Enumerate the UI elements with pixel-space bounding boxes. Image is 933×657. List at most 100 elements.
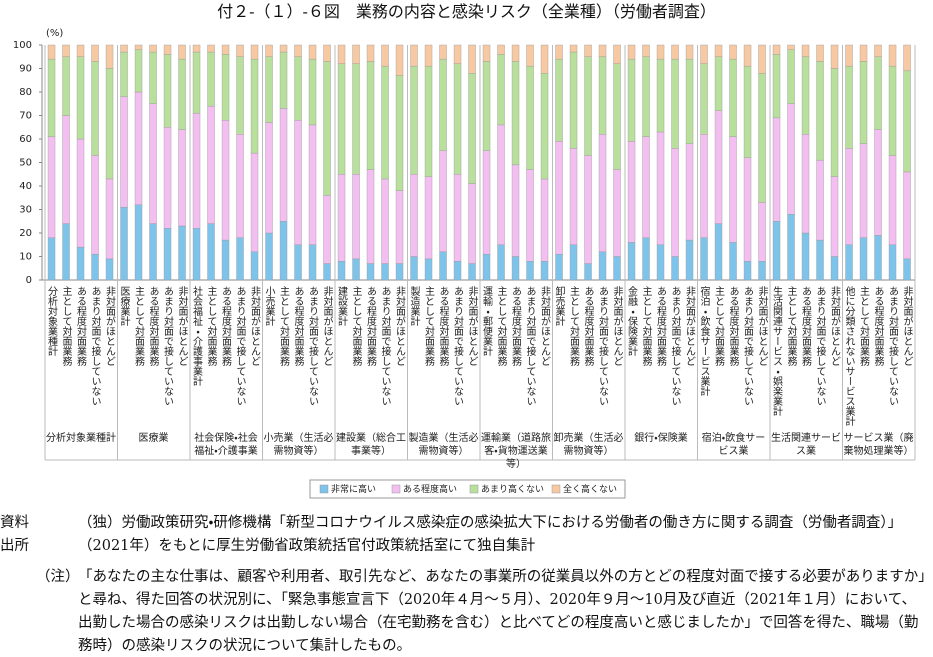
bar-segment (366, 263, 375, 281)
bar-segment (62, 44, 70, 57)
bar-segment (207, 105, 215, 224)
bar-segment (685, 44, 694, 60)
bar-segment (149, 51, 157, 104)
bar-segment (656, 44, 665, 60)
bar-segment (671, 256, 679, 281)
bar-segment (366, 61, 375, 170)
bar-segment (526, 44, 534, 67)
bar-segment (613, 256, 621, 281)
note-label: （注） (36, 569, 80, 585)
bar-segment (497, 44, 505, 55)
bar-segment (250, 152, 259, 253)
bar-segment (120, 44, 128, 53)
bar-segment (613, 169, 621, 257)
bar-segment (772, 117, 781, 222)
x-tick-label: 他に分類されないサービス業計 (843, 285, 855, 427)
bar-segment (714, 44, 723, 57)
bar-segment (642, 237, 650, 281)
x-tick-label: 生活関連サービス・娯楽業計 (771, 285, 783, 417)
x-tick-label: あまり対面で接していない (234, 286, 246, 406)
bar-segment (874, 235, 882, 281)
bar-segment (497, 124, 505, 245)
bar-segment (888, 244, 897, 281)
x-tick-label: 非対面がほとんど (829, 286, 841, 366)
bar-segment (47, 58, 56, 137)
bar-segment (424, 44, 433, 67)
bar-segment (105, 44, 114, 69)
bar-segment (598, 56, 607, 135)
bar-segment (468, 263, 476, 281)
x-tick-label: 非対面がほとんど (539, 286, 551, 366)
bar-segment (526, 65, 534, 170)
y-tick-label: 50 (19, 158, 32, 169)
x-tick-label: 建設業計 (336, 286, 348, 327)
x-tick-label: あまり対面で接していない (89, 286, 101, 406)
bar-segment (453, 174, 462, 262)
bar-segment (627, 58, 636, 142)
bar-segment (62, 223, 70, 281)
bar-segment (178, 58, 186, 130)
y-tick-label: 60 (19, 134, 32, 145)
bar-segment (627, 141, 636, 243)
x-tick-label: 主として対面業務 (423, 286, 435, 367)
y-tick-label: 40 (19, 181, 32, 192)
bar-segment (598, 44, 607, 57)
legend-label: ある程度高い (403, 483, 457, 495)
x-tick-label: 主として対面業務 (713, 286, 725, 367)
bar-segment (62, 115, 70, 224)
bar-segment (236, 44, 244, 57)
x-tick-label: 運輸・郵便業計 (481, 286, 493, 357)
y-axis-label: (%) (46, 28, 63, 39)
bar-segment (381, 44, 389, 67)
x-tick-label: 主として対面業務 (60, 286, 72, 367)
bar-segment (598, 134, 607, 253)
bar-segment (236, 237, 244, 281)
bar-segment (888, 65, 897, 156)
bar-segment (410, 44, 418, 67)
bar-segment (787, 49, 795, 104)
x-tick-label: 医療業計 (118, 286, 130, 327)
bar-segment (801, 56, 810, 135)
x-tick-label: あまり対面で接していない (307, 286, 319, 406)
y-tick-label: 70 (19, 111, 32, 122)
bar-segment (743, 157, 752, 262)
bar-segment (91, 61, 99, 156)
bar-segment (743, 65, 752, 159)
group-label: 医療業 (138, 433, 169, 444)
group-label: 銀行・保険業 (634, 433, 688, 444)
bar-segment (294, 44, 302, 57)
bar-segment (584, 56, 592, 156)
bar-segment (540, 178, 549, 262)
bar-segment (62, 56, 70, 116)
x-tick-label: ある程度対面業務 (655, 286, 667, 367)
x-tick-label: あまり対面で接していない (597, 286, 609, 406)
group-label: 卸売業（生活必需物資等） (553, 433, 624, 457)
x-tick-label: 非対面がほとんど (901, 286, 913, 366)
bar-segment (294, 56, 302, 121)
bar-segment (685, 143, 694, 241)
x-tick-label: あまり対面で接していない (814, 286, 826, 406)
bar-segment (453, 261, 462, 281)
bar-segment (845, 148, 853, 245)
bar-segment (584, 263, 592, 281)
bar-segment (265, 44, 273, 57)
bar-segment (569, 244, 578, 281)
bar-segment (149, 223, 157, 281)
bar-segment (685, 58, 694, 144)
chart-title: 付２-（１）-６図 業務の内容と感染リスク（全業種）（労働者調査） (217, 2, 716, 21)
bar-segment (700, 63, 708, 135)
x-tick-label: ある程度対面業務 (437, 286, 449, 367)
bar-segment (424, 176, 433, 260)
group-label: 社会保険・社会福祉・介護事業 (194, 433, 258, 457)
legend-label: 全く高くない (563, 483, 617, 495)
bar-segment (76, 138, 85, 248)
legend-swatch (319, 484, 329, 494)
bar-segment (279, 221, 288, 281)
bar-segment (221, 239, 230, 281)
bar-segment (642, 44, 650, 57)
bar-segment (120, 96, 128, 208)
bar-segment (511, 164, 520, 257)
bar-segment (424, 258, 433, 281)
bar-segment (279, 51, 288, 109)
bar-segment (149, 44, 157, 53)
